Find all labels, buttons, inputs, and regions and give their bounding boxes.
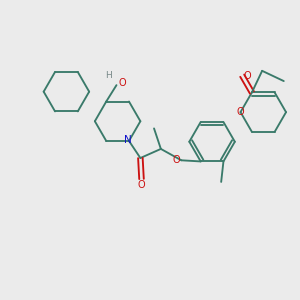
Text: O: O [172, 155, 180, 165]
Text: O: O [138, 180, 145, 190]
Text: O: O [119, 78, 127, 88]
Text: O: O [244, 71, 251, 81]
Text: N: N [124, 135, 132, 145]
Text: O: O [237, 107, 244, 117]
Text: H: H [105, 71, 112, 80]
